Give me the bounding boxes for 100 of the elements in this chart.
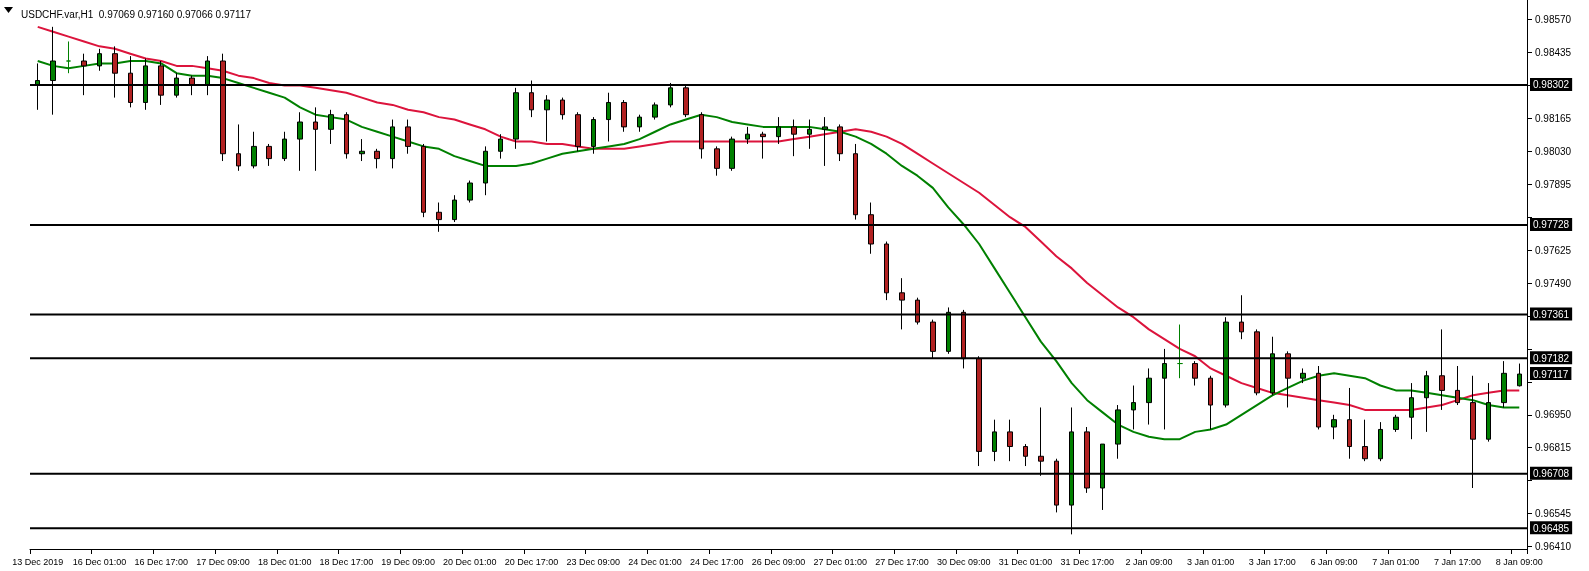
x-tick-label: 27 Dec 01:00 [813, 556, 868, 567]
candlestick [1362, 419, 1368, 462]
ref-line-label: 0.96485 [1533, 522, 1570, 534]
candlestick [1378, 421, 1383, 462]
candlestick [1501, 360, 1507, 408]
candlestick [791, 119, 797, 157]
candlestick [992, 419, 997, 462]
x-tick-label: 24 Dec 17:00 [689, 556, 744, 567]
candlestick [575, 111, 581, 152]
candlestick [606, 92, 611, 143]
candlestick [837, 123, 843, 162]
candlestick [1300, 367, 1306, 384]
candlestick [1146, 367, 1152, 426]
candlestick [1131, 385, 1136, 430]
y-tick-label: 0.98165 [1535, 112, 1572, 124]
y-tick-label: 0.97895 [1535, 178, 1572, 190]
candlestick [1208, 375, 1213, 430]
y-tick-label: 0.98030 [1535, 145, 1572, 157]
x-tick-label: 20 Dec 01:00 [443, 556, 497, 567]
candlestick [467, 180, 473, 204]
candlestick [807, 119, 812, 150]
y-tick-label: 0.96815 [1535, 442, 1572, 454]
x-tick-label: 7 Jan 17:00 [1434, 556, 1482, 567]
candlestick [760, 131, 766, 160]
ref-line-label: 0.97728 [1533, 219, 1570, 231]
candlestick [544, 94, 550, 143]
x-tick-label: 3 Jan 01:00 [1187, 556, 1235, 567]
y-tick-label: 0.96410 [1535, 541, 1572, 553]
candlestick [822, 116, 828, 167]
candlestick [1192, 360, 1198, 387]
x-tick-label: 18 Dec 01:00 [257, 556, 312, 567]
candlestick [853, 143, 858, 221]
x-tick-label: 30 Dec 09:00 [936, 556, 991, 567]
candlestick [344, 111, 349, 160]
x-tick-label: 27 Dec 17:00 [875, 556, 929, 567]
x-tick-label: 18 Dec 17:00 [319, 556, 374, 567]
candlestick [637, 114, 642, 133]
candlestick [591, 116, 596, 155]
x-tick-label: 20 Dec 17:00 [504, 556, 559, 567]
candlestick [297, 111, 303, 172]
candlestick [359, 138, 365, 162]
ref-line-label: 0.96708 [1533, 468, 1570, 480]
candlestick [328, 109, 334, 145]
candlestick [1007, 419, 1013, 462]
candlestick [1023, 443, 1028, 467]
ref-line-label: 0.97361 [1533, 309, 1570, 321]
x-tick-label: 8 Jan 09:00 [1495, 556, 1543, 567]
x-tick-label: 2 Jan 09:00 [1125, 556, 1173, 567]
y-tick-label: 0.98435 [1535, 46, 1572, 58]
candlestick [374, 148, 380, 169]
annotation: 0.97117 [1533, 368, 1569, 380]
x-tick-label: 3 Jan 17:00 [1248, 556, 1296, 567]
ref-line-label: 0.98302 [1533, 79, 1570, 91]
x-tick-label: 31 Dec 17:00 [1060, 556, 1114, 567]
candlestick [1177, 324, 1183, 379]
y-tick-label: 0.98570 [1535, 14, 1572, 26]
candlestick [1393, 414, 1399, 433]
x-tick-label: 7 Jan 01:00 [1372, 556, 1420, 567]
candlestick [714, 145, 720, 177]
candlestick [498, 133, 503, 160]
candlestick [513, 87, 519, 150]
candlestick [1316, 365, 1321, 430]
x-tick-label: 13 Dec 2019 [12, 556, 64, 567]
x-tick-label: 26 Dec 09:00 [751, 556, 806, 567]
line-series [36, 25, 1521, 411]
y-tick-label: 0.97625 [1535, 244, 1572, 256]
candlestick [1331, 414, 1337, 440]
y-tick-label: 0.96950 [1535, 409, 1572, 421]
y-tick-label: 0.96545 [1535, 508, 1572, 520]
candlestick [236, 123, 241, 172]
candlestick [452, 194, 457, 223]
candlestick [266, 143, 272, 167]
x-tick-label: 23 Dec 09:00 [566, 556, 621, 567]
candlestick [1347, 387, 1352, 460]
candlestick [313, 106, 318, 172]
x-tick-label: 16 Dec 17:00 [134, 556, 188, 567]
x-tick-label: 31 Dec 01:00 [998, 556, 1053, 567]
candlestick [1517, 363, 1522, 387]
candlestick [776, 116, 781, 145]
x-tick-label: 19 Dec 09:00 [381, 556, 435, 567]
x-tick-label: 17 Dec 09:00 [196, 556, 250, 567]
candlestick [745, 126, 750, 145]
candlestick [1424, 370, 1429, 433]
candlestick [282, 131, 287, 162]
y-tick-label: 0.97490 [1535, 277, 1572, 289]
text: USDCHF.var,H1 0.97069 0.97160 0.97066 0.97117 [21, 8, 252, 20]
candlestick [884, 241, 889, 301]
candlestick [1455, 365, 1460, 406]
candlestick [390, 119, 395, 169]
x-tick-label: 6 Jan 09:00 [1310, 556, 1358, 567]
candlestick [699, 111, 704, 160]
x-tick-label: 16 Dec 01:00 [72, 556, 127, 567]
candlestick [560, 97, 565, 121]
candlestick [483, 145, 488, 196]
candlestick [729, 136, 735, 172]
candlestick [405, 119, 411, 155]
candlestick [621, 99, 627, 133]
candlestick [421, 143, 426, 218]
ref-line-label: 0.97182 [1533, 352, 1570, 364]
candlestick [251, 131, 257, 169]
